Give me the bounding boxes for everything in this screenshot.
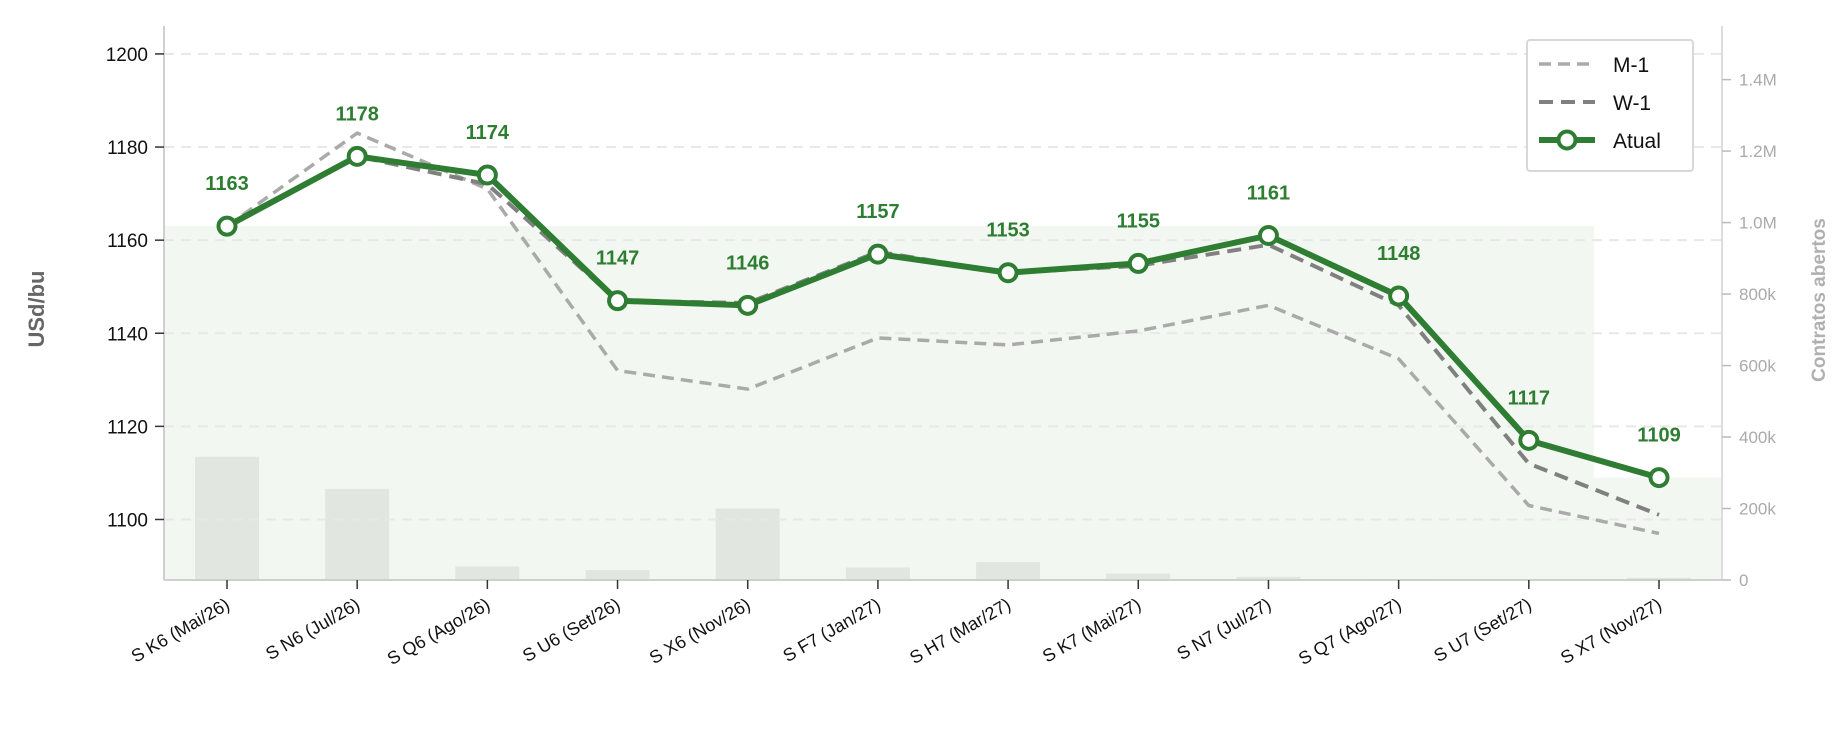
y2-tick-label: 1.4M	[1739, 71, 1777, 90]
x-tick-label: S Q6 (Ago/26)	[384, 594, 494, 669]
x-tick-label: S U6 (Set/26)	[519, 594, 623, 666]
open-interest-bar	[1627, 577, 1691, 580]
data-point	[1257, 224, 1279, 246]
y-tick-label: 1120	[107, 417, 148, 438]
legend-label: W-1	[1613, 92, 1651, 115]
y-tick-label: 1200	[106, 45, 148, 66]
x-tick-label: S X6 (Nov/26)	[646, 594, 754, 668]
data-point	[997, 262, 1019, 284]
data-point	[737, 294, 759, 316]
y-tick-label: 1100	[107, 510, 148, 531]
y-axis-label: USd/bu	[24, 271, 49, 348]
gridlines	[164, 52, 1722, 521]
data-label: 1147	[596, 248, 639, 270]
y2-tick-label: 0	[1739, 571, 1748, 590]
legend-box	[1526, 39, 1694, 172]
open-interest-bar	[1106, 573, 1171, 580]
x-tick-label: S Q7 (Ago/27)	[1295, 594, 1405, 669]
y2-axis-label: Contratos abertos	[1809, 218, 1830, 382]
y2-tick-label: 600k	[1739, 357, 1776, 376]
data-label: 1153	[986, 220, 1029, 242]
y2-tick-label: 800k	[1739, 285, 1776, 304]
open-interest-bars	[195, 456, 1691, 580]
y2-tick-label: 400k	[1739, 428, 1776, 447]
data-label: 1163	[205, 173, 248, 195]
data-point	[476, 164, 498, 186]
series-lines	[225, 131, 1660, 536]
y2-tick-label: 200k	[1739, 500, 1776, 519]
axes	[163, 26, 1723, 581]
data-label: 1157	[856, 201, 899, 223]
data-label: 1174	[466, 122, 510, 144]
area-fill	[164, 226, 1722, 580]
data-label: 1178	[335, 103, 378, 125]
y2-axis-ticks: 0 200k 400k 600k 800k 1.0M 1.2M 1.4M	[1722, 71, 1777, 590]
x-tick-label: S K7 (Mai/27)	[1039, 594, 1144, 666]
x-tick-label: S N6 (Jul/26)	[262, 594, 363, 664]
data-point	[1648, 467, 1670, 489]
series-line-m-1	[225, 131, 1660, 536]
open-interest-bar	[325, 488, 390, 580]
data-label: 1109	[1637, 425, 1680, 447]
data-label: 1161	[1247, 182, 1290, 204]
data-point	[867, 243, 889, 265]
x-tick-label: S H7 (Mar/27)	[906, 594, 1014, 668]
open-interest-bar	[845, 567, 910, 580]
open-interest-bar	[976, 562, 1041, 580]
x-tick-label: S F7 (Jan/27)	[779, 594, 883, 666]
legend-label: M-1	[1613, 54, 1649, 77]
data-point	[1518, 429, 1540, 451]
legend: M-1 W-1 Atual	[1526, 39, 1694, 172]
data-label: 1117	[1508, 387, 1550, 409]
open-interest-bar	[195, 456, 259, 580]
y-tick-label: 1160	[107, 231, 148, 252]
series-line-atual	[225, 153, 1660, 481]
legend-label: Atual	[1613, 130, 1661, 153]
y2-tick-label: 1.0M	[1739, 214, 1777, 233]
y2-tick-label: 1.2M	[1739, 142, 1777, 161]
data-label: 1148	[1377, 243, 1420, 265]
data-labels: 1163 1178 1174 1147 1146 1157 1153 1155 1161 1148…	[205, 103, 1680, 446]
x-tick-label: S N7 (Jul/27)	[1173, 594, 1274, 664]
x-tick-label: S U7 (Set/27)	[1430, 594, 1534, 666]
series-markers	[216, 145, 1670, 489]
data-point	[216, 215, 238, 237]
y-axis-ticks: 1100 1120 1140 1160 1180 1200	[106, 45, 164, 531]
open-interest-bar	[1236, 576, 1301, 580]
y-tick-label: 1180	[107, 138, 148, 159]
legend-swatch-marker	[1556, 129, 1578, 151]
data-point	[607, 290, 629, 312]
x-tick-label: S X7 (Nov/27)	[1557, 594, 1665, 668]
open-interest-bar	[585, 569, 650, 580]
data-label: 1146	[726, 252, 769, 274]
open-interest-bar	[455, 566, 520, 580]
x-tick-label: S K6 (Mai/26)	[128, 594, 233, 666]
x-axis-ticks: S K6 (Mai/26) S N6 (Jul/26) S Q6 (Ago/26) S…	[128, 580, 1665, 669]
y-tick-label: 1140	[107, 324, 148, 345]
data-point	[1388, 285, 1410, 307]
data-label: 1155	[1117, 210, 1160, 232]
data-point	[346, 145, 368, 167]
area-fill-layer	[164, 226, 1722, 580]
data-point	[1127, 252, 1149, 274]
